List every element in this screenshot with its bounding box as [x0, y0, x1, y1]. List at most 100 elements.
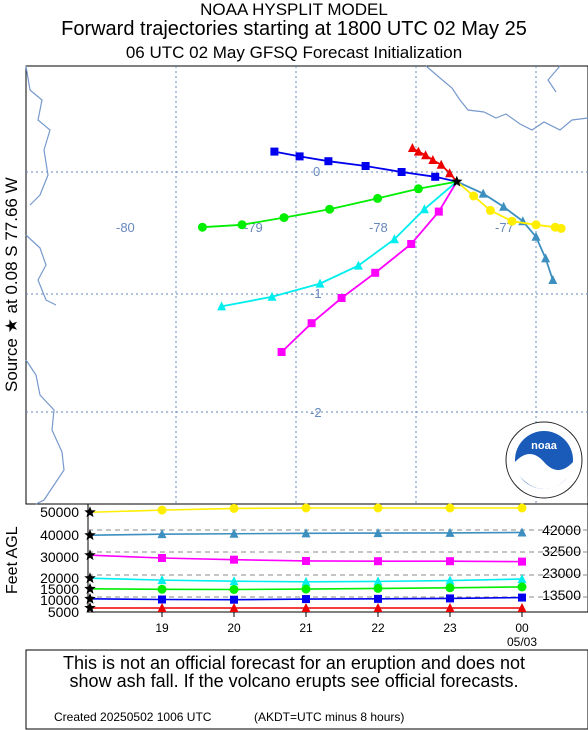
y-tick-40000: 40000 — [40, 527, 79, 543]
altitude-point-yellow — [157, 505, 167, 515]
x-date-label: 05/03 — [507, 635, 537, 649]
altitude-point-red — [157, 603, 167, 612]
trajectory-title: Forward trajectories starting at 1800 UT… — [61, 18, 527, 40]
trajectory-point-magenta — [371, 268, 380, 277]
y-tick-5000: 5000 — [48, 604, 79, 620]
lon-label-80: -80 — [116, 220, 135, 235]
trajectory-point-steelblue — [531, 231, 541, 241]
x-tick-23: 23 — [443, 621, 457, 635]
trajectory-point-green — [373, 193, 383, 203]
trajectory-point-yellow — [507, 216, 517, 226]
trajectory-point-steelblue — [548, 275, 558, 284]
noaa-logo: noaa — [505, 421, 583, 499]
timezone-note: (AKDT=UTC minus 8 hours) — [254, 710, 405, 724]
altitude-point-blue — [374, 594, 382, 603]
altitude-trajectories — [84, 503, 527, 613]
lat-label-0: 0 — [313, 164, 320, 179]
trajectory-point-green — [325, 204, 335, 214]
altitude-point-red — [229, 603, 239, 612]
trajectory-point-red — [428, 155, 438, 164]
altitude-point-cyan — [157, 575, 167, 585]
altitude-point-green — [301, 584, 311, 594]
trajectory-point-blue — [397, 168, 406, 176]
altitude-point-cyan — [229, 576, 239, 586]
trajectory-point-magenta — [337, 294, 346, 302]
trajectory-point-cyan — [389, 234, 399, 244]
altitude-point-yellow — [373, 503, 383, 513]
trajectory-point-green — [279, 213, 289, 223]
map-trajectories — [197, 143, 566, 356]
altitude-point-green — [229, 584, 239, 594]
altitude-point-red — [373, 603, 383, 612]
trajectory-point-yellow — [531, 220, 541, 230]
altitude-point-steelblue — [517, 527, 527, 537]
x-tick-22: 22 — [371, 621, 385, 635]
altitude-point-magenta — [518, 557, 526, 566]
altitude-point-red — [301, 603, 311, 612]
altitude-point-red — [445, 603, 455, 612]
altitude-point-steelblue — [445, 527, 455, 537]
disclaimer-line-1: This is not an official forecast for an … — [63, 653, 525, 673]
altitude-point-cyan — [445, 575, 455, 585]
altitude-x-ticks — [161, 612, 523, 617]
altitude-point-blue — [446, 594, 454, 603]
footer-frame — [25, 649, 588, 730]
noaa-logo-text: noaa — [531, 440, 558, 452]
trajectory-point-cyan — [217, 301, 227, 311]
model-title: NOAA HYSPLIT MODEL — [200, 0, 388, 19]
altitude-point-blue — [518, 593, 526, 602]
altitude-point-green — [517, 582, 527, 592]
forecast-subtitle: 06 UTC 02 May GFSQ Forecast Initializati… — [125, 43, 463, 62]
y-tick-50000: 50000 — [40, 504, 79, 520]
altitude-point-blue — [158, 595, 166, 604]
trajectory-point-steelblue — [478, 188, 488, 198]
altitude-point-green — [157, 584, 167, 594]
altitude-point-steelblue — [229, 528, 239, 538]
altitude-point-magenta — [374, 557, 382, 566]
altitude-start-star-icon — [84, 582, 96, 594]
altitude-point-blue — [230, 595, 238, 604]
y-tick-10000: 10000 — [40, 592, 79, 608]
x-tick-00: 00 — [515, 621, 529, 635]
source-star-icon — [451, 175, 463, 187]
altitude-point-cyan — [517, 574, 527, 584]
coastline — [25, 65, 588, 505]
lat-label-1: -1 — [310, 286, 322, 301]
trajectory-point-magenta — [277, 348, 286, 356]
trajectory-point-red — [445, 168, 455, 178]
altitude-point-green — [445, 583, 455, 593]
altitude-point-yellow — [301, 503, 311, 513]
trajectory-point-steelblue — [541, 253, 551, 263]
trajectory-point-blue — [324, 157, 333, 166]
altitude-point-yellow — [517, 503, 527, 513]
x-tick-21: 21 — [299, 621, 313, 635]
trajectory-point-red — [436, 159, 446, 169]
altitude-start-star-icon — [84, 592, 96, 604]
right-label-32500: 32500 — [542, 543, 581, 559]
altitude-point-magenta — [446, 557, 454, 566]
altitude-start-star-icon — [84, 529, 96, 541]
x-tick-19: 19 — [155, 621, 169, 635]
altitude-point-magenta — [158, 554, 166, 562]
altitude-point-magenta — [302, 556, 310, 565]
trajectory-point-cyan — [419, 204, 429, 214]
altitude-point-blue — [302, 595, 310, 604]
altitude-start-star-icon — [84, 602, 96, 613]
map-frame — [25, 65, 588, 505]
altitude-point-green — [373, 583, 383, 593]
altitude-point-red — [517, 603, 527, 612]
altitude-point-cyan — [301, 576, 311, 586]
altitude-point-steelblue — [373, 528, 383, 538]
lon-label-78: -78 — [369, 220, 388, 235]
trajectory-point-magenta — [434, 207, 443, 216]
altitude-start-star-icon — [84, 549, 96, 561]
trajectory-point-yellow — [485, 205, 495, 215]
trajectory-point-yellow — [556, 223, 566, 233]
altitude-point-steelblue — [157, 529, 167, 539]
x-tick-20: 20 — [227, 621, 241, 635]
trajectory-point-cyan — [353, 260, 363, 270]
right-label-23000: 23000 — [542, 565, 581, 581]
created-timestamp: Created 20250502 1006 UTC — [54, 710, 212, 724]
trajectory-point-blue — [431, 172, 440, 181]
